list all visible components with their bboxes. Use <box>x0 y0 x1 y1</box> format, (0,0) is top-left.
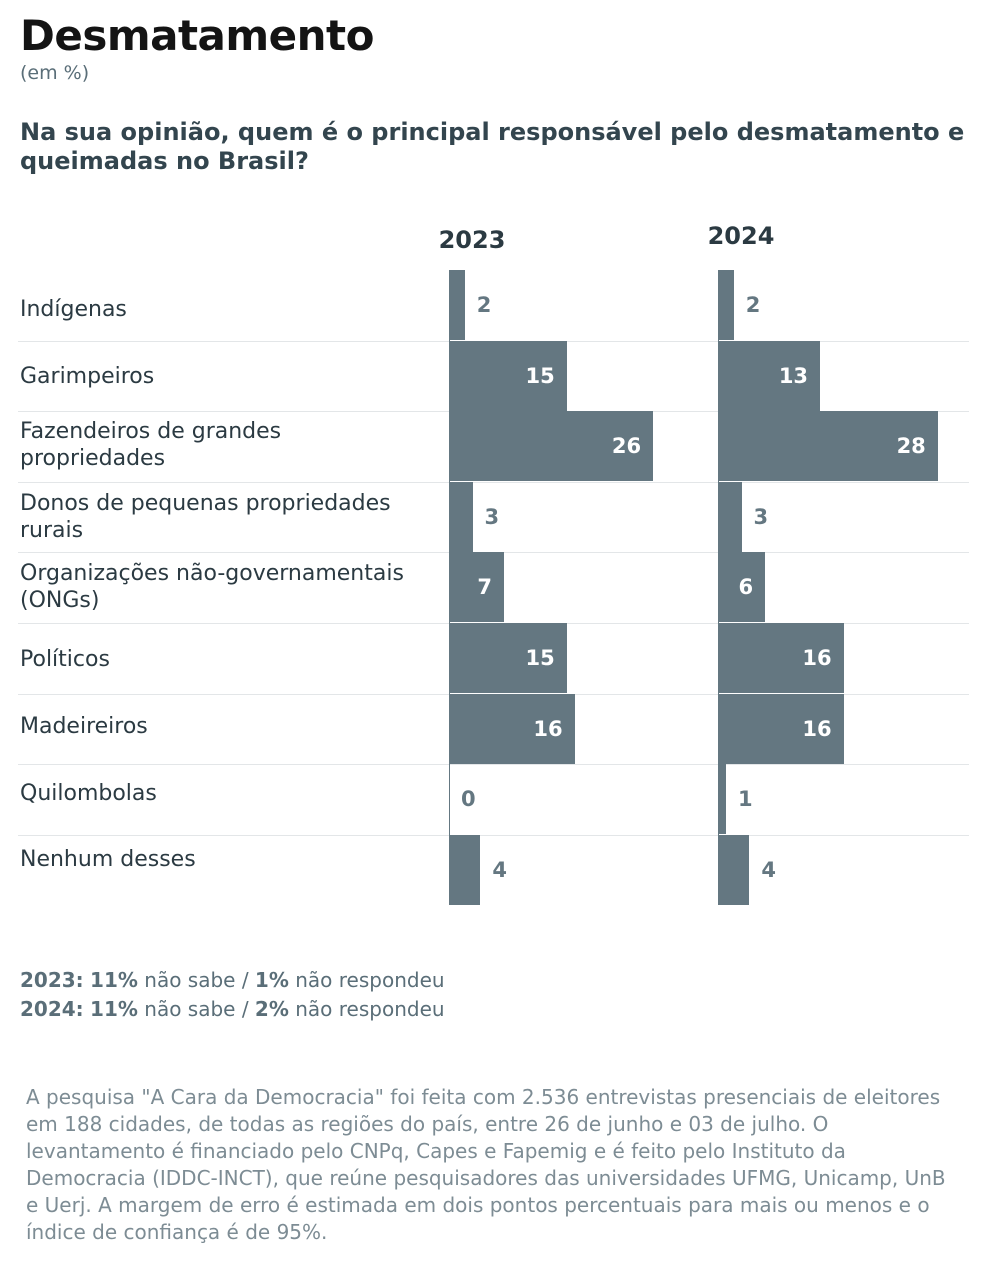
value-label: 28 <box>896 434 926 458</box>
bar <box>718 270 734 340</box>
value-label: 2 <box>745 293 761 317</box>
note-no-answer-text: não respondeu <box>288 997 445 1021</box>
note-dont-know-value: 11% <box>90 968 138 992</box>
category-label: Organizações não-governamentais (ONGs) <box>20 561 404 613</box>
category-label: Donos de pequenas propriedades rurais <box>20 491 391 543</box>
value-label: 4 <box>761 858 777 882</box>
page-title: Desmatamento <box>20 11 374 60</box>
bar <box>449 411 654 481</box>
bar <box>449 482 473 552</box>
bar <box>449 694 575 764</box>
note-dont-know-text: não sabe / <box>137 997 255 1021</box>
bar <box>718 552 766 622</box>
bar <box>449 341 567 411</box>
bar <box>449 623 567 693</box>
column-header-2024: 2024 <box>707 222 775 250</box>
bar <box>718 623 844 693</box>
value-label: 26 <box>611 434 642 458</box>
category-label: Fazendeiros de grandes propriedades <box>20 419 282 471</box>
category-label: Indígenas <box>20 297 127 322</box>
notes: 2023: 11% não sabe / 1% não respondeu 20… <box>20 966 445 1024</box>
value-label: 3 <box>484 505 500 529</box>
value-label: 7 <box>477 575 492 599</box>
note-no-answer-value: 1% <box>254 968 289 992</box>
value-label: 16 <box>533 717 563 741</box>
note-year: 2024: <box>20 997 84 1021</box>
value-label: 13 <box>778 364 809 388</box>
note-dont-know-value: 11% <box>90 997 138 1021</box>
bar <box>718 835 750 905</box>
bar <box>718 411 938 481</box>
row-divider <box>18 482 969 483</box>
bar <box>449 552 504 622</box>
subtitle: (em %) <box>20 62 90 84</box>
category-label: Quilombolas <box>20 781 157 806</box>
value-label: 15 <box>525 646 555 670</box>
value-label: 6 <box>738 575 754 599</box>
note-dont-know-text: não sabe / <box>137 968 255 992</box>
value-label: 2 <box>476 293 492 317</box>
category-label: Nenhum desses <box>20 847 196 872</box>
row-divider <box>18 764 969 765</box>
note-no-answer-text: não respondeu <box>288 968 445 992</box>
value-label: 0 <box>461 787 476 811</box>
bar <box>718 764 726 834</box>
note-line-2024: 2024: 11% não sabe / 2% não respondeu <box>20 995 445 1024</box>
value-label: 3 <box>753 505 769 529</box>
note-line-2023: 2023: 11% não sabe / 1% não respondeu <box>20 966 445 995</box>
bar <box>449 835 481 905</box>
bar <box>718 482 742 552</box>
row-divider <box>18 835 969 836</box>
category-label: Madeireiros <box>20 714 148 739</box>
value-label: 16 <box>802 646 832 670</box>
column-header-2023: 2023 <box>438 226 506 254</box>
methodology-footer: A pesquisa "A Cara da Democracia" foi fe… <box>26 1085 946 1244</box>
bar <box>718 341 821 411</box>
note-year: 2023: <box>20 968 84 992</box>
note-no-answer-value: 2% <box>254 997 289 1021</box>
bar <box>449 270 465 340</box>
value-label: 4 <box>492 858 508 882</box>
category-label: Políticos <box>20 647 110 672</box>
value-label: 15 <box>525 364 555 388</box>
category-label: Garimpeiros <box>20 364 155 389</box>
value-label: 16 <box>802 717 832 741</box>
value-label: 1 <box>738 787 753 811</box>
survey-question: Na sua opinião, quem é o principal respo… <box>20 118 965 175</box>
bar <box>718 694 844 764</box>
